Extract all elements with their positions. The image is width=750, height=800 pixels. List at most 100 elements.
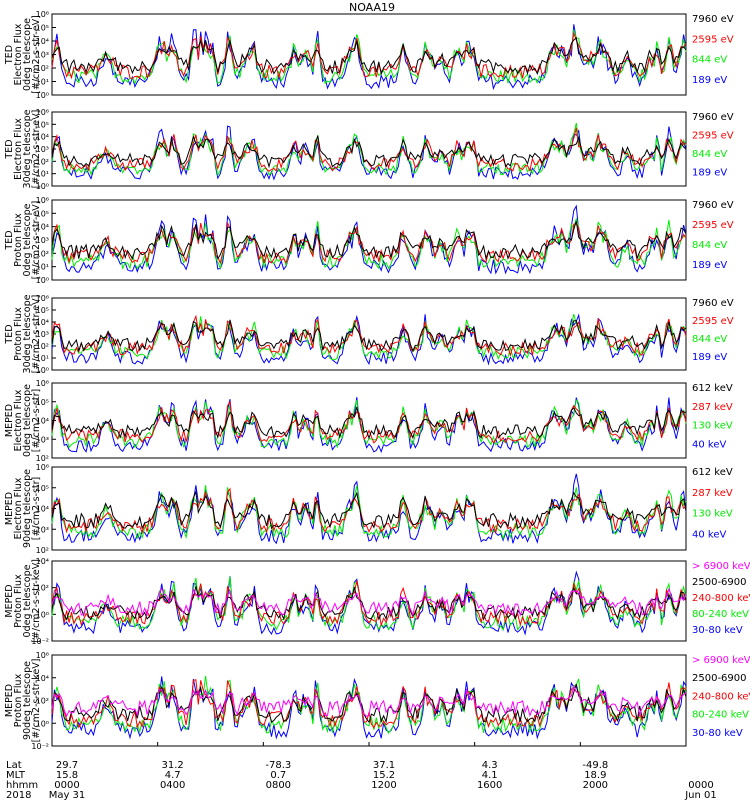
series-trace	[51, 313, 687, 366]
y-axis-label: 90deg telescope	[22, 661, 33, 740]
x-axis-value: 2000	[583, 780, 608, 791]
y-axis-label: MEPED	[4, 492, 15, 525]
y-tick-label: 10⁵	[36, 209, 49, 218]
x-axis-value: 15.8	[56, 770, 78, 781]
y-axis-label: [#/cm2-s-str]	[31, 477, 42, 540]
y-tick-label: 10⁴	[36, 557, 49, 566]
series-trace	[51, 397, 687, 454]
x-axis-value: 1600	[477, 780, 502, 791]
y-axis-label: [#/cm2-s-str-eV]	[31, 201, 42, 280]
series-trace	[51, 313, 687, 361]
panel-frame	[51, 560, 687, 642]
y-tick-label: 10²	[36, 697, 49, 706]
legend-entry: 240-800 keV	[692, 691, 750, 702]
y-axis-label: 0deg telescope	[22, 564, 33, 637]
y-tick-label: 10⁰	[36, 91, 49, 100]
x-row-label: 2018	[6, 790, 31, 800]
y-axis-label: Proton Flux	[13, 307, 24, 361]
legend-entry: 40 keV	[692, 439, 726, 450]
y-tick-label: 10³	[36, 51, 49, 60]
y-tick-label: 10⁴	[36, 37, 49, 46]
series-trace	[51, 587, 687, 617]
y-tick-label: 10⁻²	[31, 637, 49, 646]
x-row-label: hhmm	[6, 780, 38, 791]
y-axis-label: Electron Flux	[13, 389, 24, 451]
legend-entry: 2595 eV	[692, 316, 734, 327]
y-tick-label: 10⁴	[36, 674, 49, 683]
series-trace	[51, 314, 687, 357]
y-tick-label: 10⁴	[36, 505, 49, 514]
legend-entry: 844 eV	[692, 334, 727, 345]
y-tick-label: 10⁰	[36, 366, 49, 375]
legend-entry: 189 eV	[692, 260, 727, 271]
series-trace	[51, 489, 687, 530]
y-tick-label: 10⁴	[36, 133, 49, 142]
legend-entry: 844 eV	[692, 55, 727, 66]
y-axis-label: 0deg telescope	[22, 203, 33, 276]
y-axis-label: Electron Flux	[13, 23, 24, 85]
x-row-label: MLT	[6, 770, 26, 781]
y-tick-label: 10⁶	[36, 463, 49, 472]
y-axis-label: 30deg telescope	[22, 109, 33, 188]
y-tick-label: 10²	[36, 64, 49, 73]
y-axis-label: MEPED	[4, 404, 15, 437]
x-axis-value: 0000	[688, 780, 713, 791]
series-trace	[51, 487, 687, 535]
y-axis-label: [#/cm2-s-str-eV]	[31, 295, 42, 374]
y-tick-label: 10⁰	[36, 719, 49, 728]
legend-entry: 130 keV	[692, 421, 733, 432]
legend-entry: 7960 eV	[692, 298, 734, 309]
y-tick-label: 10²	[36, 584, 49, 593]
legend-entry: 2500-6900	[692, 673, 747, 684]
series-trace	[51, 122, 687, 177]
y-tick-label: 10³	[36, 330, 49, 339]
y-axis-label: [#/cm2-s-str-eV]	[31, 15, 42, 94]
y-tick-label: 10⁴	[36, 223, 49, 232]
y-tick-label: 10¹	[36, 170, 49, 179]
y-axis-label: 30deg telescope	[22, 294, 33, 373]
y-tick-label: 10²	[36, 157, 49, 166]
legend-entry: 30-80 keV	[692, 625, 743, 636]
x-axis-value: Jun 01	[684, 790, 717, 800]
legend-entry: 612 keV	[692, 383, 733, 394]
y-tick-label: 10⁵	[36, 24, 49, 33]
y-tick-label: 10³	[36, 435, 49, 444]
x-axis-value: 4.1	[482, 770, 498, 781]
legend-entry: 240-800 keV	[692, 593, 750, 604]
legend-entry: 7960 eV	[692, 14, 734, 25]
y-tick-label: 10¹	[36, 354, 49, 363]
series-trace	[51, 127, 687, 173]
x-axis-value: -49.8	[582, 760, 608, 771]
y-tick-label: 10²	[36, 546, 49, 555]
y-axis-label: TED	[4, 230, 15, 250]
y-tick-label: 10⁶	[36, 108, 49, 117]
legend-entry: 2595 eV	[692, 131, 734, 142]
x-axis-value: 0800	[266, 780, 291, 791]
legend-entry: 287 keV	[692, 488, 733, 499]
y-tick-label: 10¹	[36, 78, 49, 87]
x-axis-value: May 31	[49, 790, 86, 800]
y-tick-label: 10⁶	[36, 651, 49, 660]
y-tick-label: 10¹	[36, 263, 49, 272]
legend-entry: 80-240 keV	[692, 710, 749, 721]
y-tick-label: 10⁰	[36, 610, 49, 619]
x-axis-value: 4.3	[482, 760, 498, 771]
series-trace	[51, 24, 687, 91]
y-axis-label: [#/cm2-s-str-keV]	[31, 559, 42, 643]
series-trace	[51, 399, 687, 449]
x-axis-value: 0.7	[270, 770, 286, 781]
x-axis-value: 15.2	[373, 770, 395, 781]
y-tick-label: 10⁶	[36, 10, 49, 19]
y-tick-label: 10⁵	[36, 398, 49, 407]
panel-frame	[51, 13, 687, 96]
series-trace	[51, 400, 687, 444]
y-tick-label: 10⁰	[36, 276, 49, 285]
y-axis-label: Proton Flux	[13, 673, 24, 727]
y-tick-label: 10²	[36, 249, 49, 258]
